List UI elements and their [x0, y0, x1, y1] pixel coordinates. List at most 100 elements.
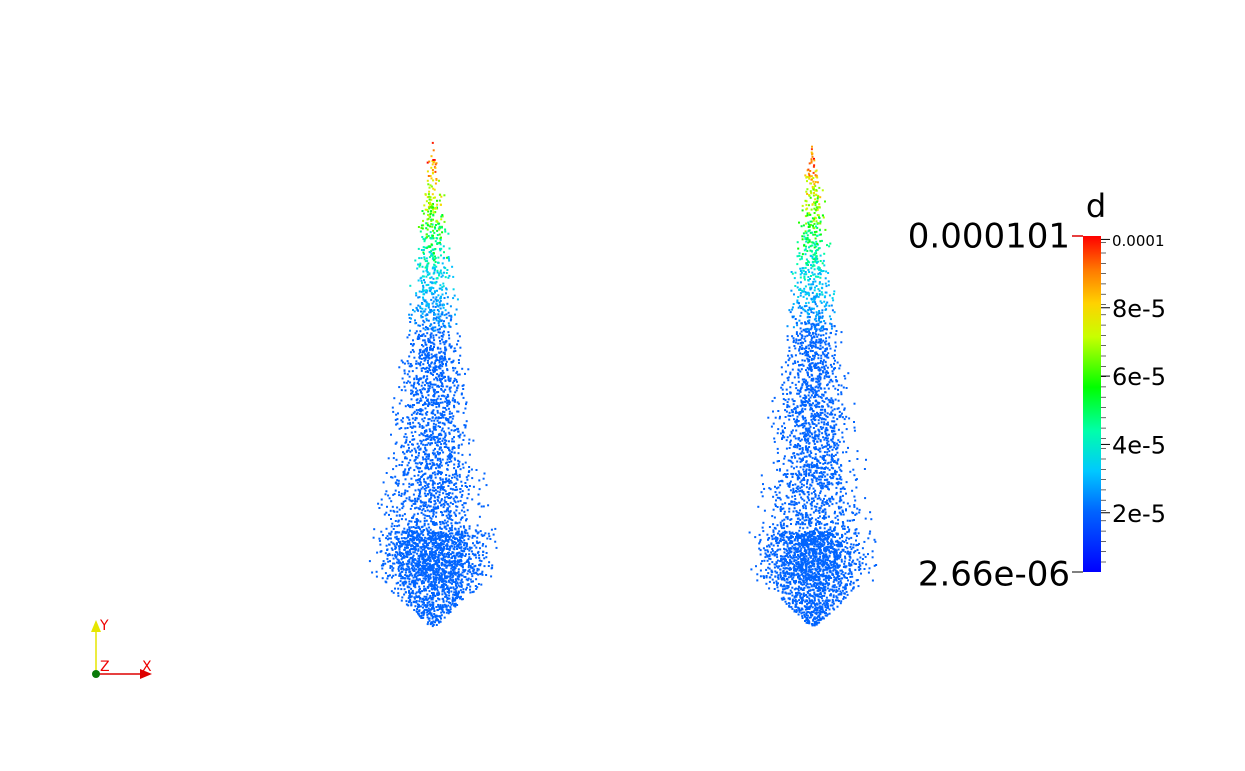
particle: [811, 517, 814, 520]
particle: [476, 586, 479, 589]
particle: [400, 518, 403, 521]
particle: [420, 310, 422, 313]
particle: [429, 488, 432, 491]
particle: [811, 155, 814, 158]
particle: [832, 521, 835, 524]
particle: [448, 548, 451, 551]
particle: [438, 448, 441, 451]
particle: [443, 583, 446, 586]
particle: [396, 558, 399, 561]
particle: [421, 307, 424, 310]
particle: [438, 318, 441, 321]
particle: [426, 435, 429, 438]
particle: [431, 489, 434, 492]
particle: [454, 522, 457, 525]
particle: [406, 568, 409, 571]
particle: [820, 341, 823, 344]
particle: [448, 357, 451, 360]
particle: [429, 277, 432, 280]
particle: [417, 337, 420, 340]
particle: [457, 584, 460, 587]
particle: [428, 186, 431, 189]
particle: [422, 270, 425, 273]
particle: [425, 350, 428, 353]
particle: [426, 509, 429, 512]
particle: [440, 355, 443, 358]
particle: [438, 482, 441, 484]
particle: [438, 228, 441, 231]
particle: [845, 539, 847, 542]
particle: [805, 519, 808, 522]
particle: [409, 534, 412, 537]
particle: [427, 523, 430, 526]
particle: [429, 345, 432, 347]
particle: [457, 539, 459, 542]
particle: [410, 539, 413, 542]
particle: [424, 380, 427, 383]
particle: [404, 546, 406, 549]
particle: [438, 356, 441, 359]
particle: [451, 524, 454, 527]
particle: [407, 562, 410, 565]
particle: [789, 415, 792, 417]
particle: [407, 604, 410, 607]
particle: [424, 553, 427, 556]
particle: [465, 518, 468, 521]
particle: [446, 399, 448, 402]
particle: [424, 604, 427, 607]
particle: [429, 516, 432, 519]
particle: [450, 496, 453, 499]
particle: [845, 509, 847, 512]
particle: [421, 396, 424, 399]
particle: [450, 579, 453, 582]
particle: [428, 575, 431, 578]
particle: [459, 555, 462, 558]
particle: [814, 430, 817, 433]
particle: [430, 401, 433, 404]
particle: [404, 405, 407, 408]
particle: [439, 238, 442, 241]
particle: [414, 583, 417, 586]
particle: [440, 534, 442, 537]
particle: [814, 495, 817, 498]
particle: [815, 292, 818, 295]
particle: [430, 254, 432, 257]
particle: [814, 518, 817, 521]
particle: [490, 528, 493, 531]
particle: [414, 419, 417, 421]
particle: [476, 524, 479, 527]
particle: [433, 489, 436, 492]
particle: [445, 462, 447, 465]
particle: [430, 492, 433, 495]
particle: [460, 564, 463, 567]
particle: [799, 294, 802, 297]
particle: [781, 503, 784, 506]
particle: [416, 456, 419, 459]
particle: [760, 491, 763, 494]
particle: [433, 383, 435, 386]
particle: [393, 397, 396, 400]
particle: [455, 591, 458, 594]
particle: [386, 577, 389, 580]
particle: [392, 574, 395, 577]
particle: [391, 576, 393, 579]
particle: [466, 497, 469, 500]
particle: [428, 256, 431, 259]
particle: [795, 423, 798, 426]
particle: [424, 260, 427, 263]
particle: [420, 224, 423, 227]
particle: [401, 507, 404, 510]
particle: [834, 453, 837, 456]
particle: [409, 538, 412, 541]
particle: [420, 399, 423, 402]
particle: [424, 193, 427, 196]
particle: [415, 387, 417, 390]
particle: [831, 483, 834, 486]
particle: [381, 567, 384, 570]
particle: [802, 418, 805, 421]
particle: [435, 178, 438, 181]
particle: [438, 543, 441, 546]
particle: [430, 581, 433, 584]
particle: [391, 522, 394, 525]
particle: [423, 417, 426, 420]
